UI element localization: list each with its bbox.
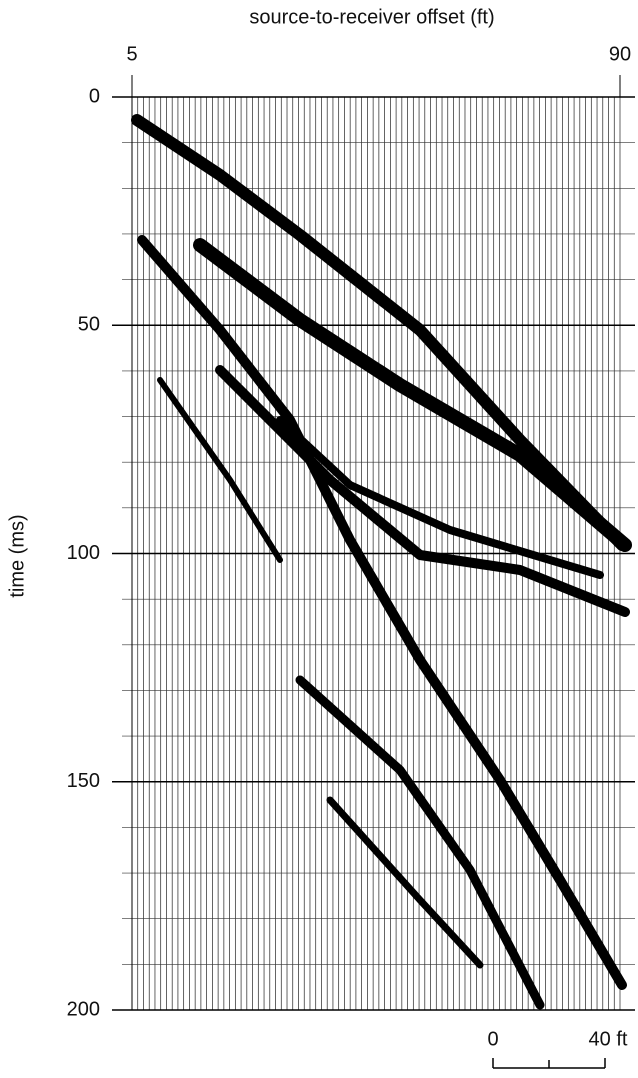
y-tick-label: 0 [89, 85, 100, 107]
scale-bar: 0 40 ft [487, 1028, 628, 1069]
seismic-events [131, 114, 632, 1010]
event [326, 796, 484, 969]
y-tick-label: 200 [67, 998, 100, 1020]
y-tick-label: 100 [67, 542, 100, 564]
y-tick-label: 50 [78, 314, 100, 336]
event [295, 675, 545, 1010]
y-axis-label: time (ms) [6, 514, 28, 597]
x-axis-label: source-to-receiver offset (ft) [249, 6, 494, 28]
x-tick-label: 90 [609, 43, 631, 65]
event [215, 365, 630, 617]
y-tick-label: 150 [67, 770, 100, 792]
event [157, 377, 283, 563]
event [137, 235, 627, 990]
event [131, 114, 628, 551]
scale-label: 40 ft [589, 1028, 628, 1050]
x-tick-label: 5 [126, 43, 137, 65]
event [193, 238, 632, 552]
grid-group [122, 142, 635, 965]
event [276, 416, 604, 579]
scale-label: 0 [487, 1028, 498, 1050]
